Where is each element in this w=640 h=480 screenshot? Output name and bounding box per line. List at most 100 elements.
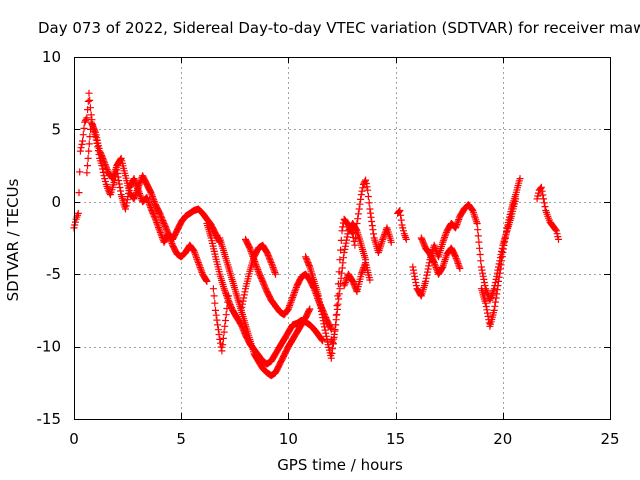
data-point: [452, 255, 460, 262]
data-point: [491, 298, 499, 306]
data-point: [79, 131, 87, 139]
data-point: [330, 333, 338, 341]
data-point: [516, 175, 524, 183]
data-point: [332, 321, 340, 329]
data-point: [101, 161, 109, 169]
data-point: [359, 184, 367, 192]
data-point: [115, 177, 123, 184]
y-tick-label: -15: [37, 410, 62, 428]
data-point: [370, 230, 377, 238]
data-point: [85, 147, 93, 155]
data-point: [165, 231, 173, 239]
data-point: [85, 89, 93, 97]
data-point: [473, 220, 481, 227]
data-point: [84, 97, 92, 105]
data-point: [212, 311, 220, 319]
data-point: [203, 277, 211, 285]
data-point: [336, 256, 344, 264]
y-tick-labels: -15 -10 -5 0 5 10: [37, 48, 62, 428]
data-point: [80, 124, 88, 132]
data-point: [210, 292, 218, 300]
data-point: [86, 96, 94, 104]
data-point: [332, 311, 340, 319]
data-point: [555, 235, 562, 243]
data-point: [286, 300, 294, 308]
data-point: [78, 140, 86, 148]
data-point: [253, 262, 260, 270]
data-point: [351, 241, 359, 249]
data-point: [291, 287, 299, 295]
data-point: [334, 292, 342, 300]
x-tick-label: 10: [279, 430, 298, 448]
series-arc-1: [70, 89, 224, 246]
data-point: [321, 323, 328, 331]
data-point: [397, 216, 405, 224]
data-point: [357, 195, 365, 203]
data-point: [238, 303, 246, 311]
data-point: [357, 191, 365, 199]
data-point: [136, 180, 143, 188]
series-arc-12: [409, 201, 481, 300]
x-axis-label: GPS time / hours: [277, 456, 403, 474]
series-arc-15: [477, 175, 524, 330]
data-point: [76, 147, 84, 155]
data-point: [541, 203, 549, 211]
data-point: [364, 193, 372, 200]
x-tick-label: 20: [493, 430, 512, 448]
data-point: [396, 207, 404, 214]
series-arc-7: [237, 241, 279, 314]
data-point: [358, 187, 366, 195]
data-point: [316, 298, 324, 306]
data-point: [79, 137, 87, 145]
data-point: [131, 193, 139, 201]
data-point: [84, 162, 91, 170]
data-point: [354, 215, 362, 223]
data-point: [387, 238, 395, 246]
data-point: [222, 317, 229, 324]
x-tick-labels: 0 5 10 15 20 25: [69, 430, 619, 448]
y-axis-label: SDTVAR / TECUs: [4, 178, 22, 301]
series-arc-13: [417, 234, 464, 278]
data-point: [214, 326, 222, 334]
data-point: [537, 183, 545, 191]
data-point: [475, 238, 483, 246]
data-point: [329, 338, 337, 346]
data-point: [333, 302, 341, 310]
data-point: [220, 328, 228, 336]
data-point: [364, 186, 372, 194]
y-tick-label: -5: [46, 265, 61, 283]
data-point: [365, 199, 373, 207]
chart-title: Day 073 of 2022, Sidereal Day-to-day VTE…: [38, 19, 640, 37]
data-point: [131, 176, 139, 184]
data-point: [395, 208, 403, 215]
y-tick-label: 5: [51, 120, 61, 138]
axis-ticks: [74, 57, 611, 420]
data-point: [496, 265, 504, 273]
data-point: [362, 176, 370, 184]
data-point: [150, 197, 158, 205]
data-point: [456, 264, 464, 272]
data-point: [223, 305, 231, 312]
data-point: [452, 222, 460, 230]
data-point: [213, 316, 221, 324]
grid-lines: [74, 57, 610, 419]
data-point: [349, 230, 357, 238]
data-point: [540, 199, 548, 207]
data-point: [423, 271, 431, 279]
series-arc-16: [533, 183, 562, 243]
y-tick-label: -10: [37, 338, 62, 356]
data-point: [329, 340, 337, 348]
data-point: [216, 335, 224, 343]
data-point: [337, 246, 345, 254]
data-point: [538, 187, 546, 195]
data-point: [474, 226, 482, 234]
data-point: [218, 347, 226, 355]
data-point: [219, 334, 227, 342]
series-arc-9: [327, 176, 395, 348]
x-tick-label: 15: [386, 430, 405, 448]
data-point: [215, 331, 223, 338]
data-point: [337, 236, 345, 244]
x-tick-label: 0: [69, 430, 79, 448]
x-tick-label: 25: [600, 430, 619, 448]
data-point: [267, 259, 275, 267]
